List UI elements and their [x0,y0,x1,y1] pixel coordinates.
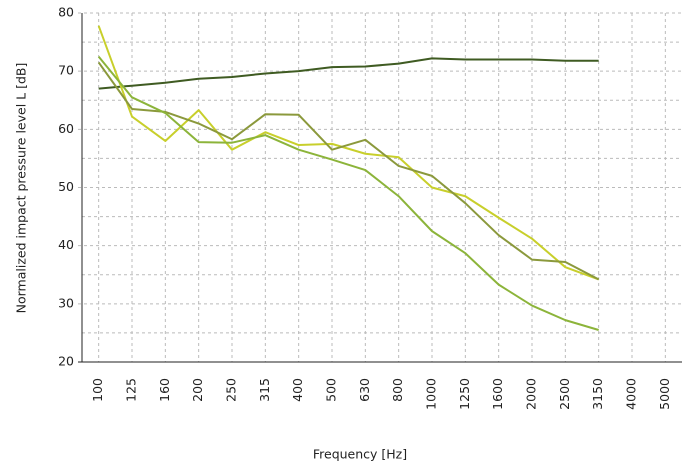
x-tick-label: 315 [257,378,272,402]
x-tick-label: 160 [157,378,172,402]
x-tick-label: 1600 [490,378,505,410]
series-line [98,57,599,90]
y-tick-label: 40 [58,237,74,252]
y-tick-label: 70 [58,63,74,78]
y-tick-label: 80 [58,5,74,20]
x-tick-label: 800 [390,378,405,402]
series-line [97,25,600,281]
y-axis-label: Normalized impact pressure level L [dB] [14,63,29,314]
y-tick-label: 50 [58,179,74,194]
x-tick-label: 400 [290,378,305,402]
series-line [97,55,599,331]
series-line [97,61,600,281]
x-tick-label: 500 [324,378,339,402]
x-tick-label: 1250 [457,378,472,410]
x-tick-label: 250 [224,378,239,402]
x-tick-label: 125 [124,378,139,402]
x-tick-label: 3150 [590,378,605,410]
x-tick-label: 4000 [624,378,639,410]
x-tick-label: 630 [357,378,372,402]
x-tick-label: 2000 [524,378,539,410]
x-tick-label: 5000 [657,378,672,410]
x-axis-label: Frequency [Hz] [313,447,407,462]
y-tick-label: 30 [58,295,74,310]
y-tick-label: 60 [58,121,74,136]
x-tick-label: 2500 [557,378,572,410]
x-tick-label: 100 [90,378,105,402]
x-tick-label: 1000 [424,378,439,410]
y-tick-label: 20 [58,354,74,369]
x-tick-label: 200 [190,378,205,402]
